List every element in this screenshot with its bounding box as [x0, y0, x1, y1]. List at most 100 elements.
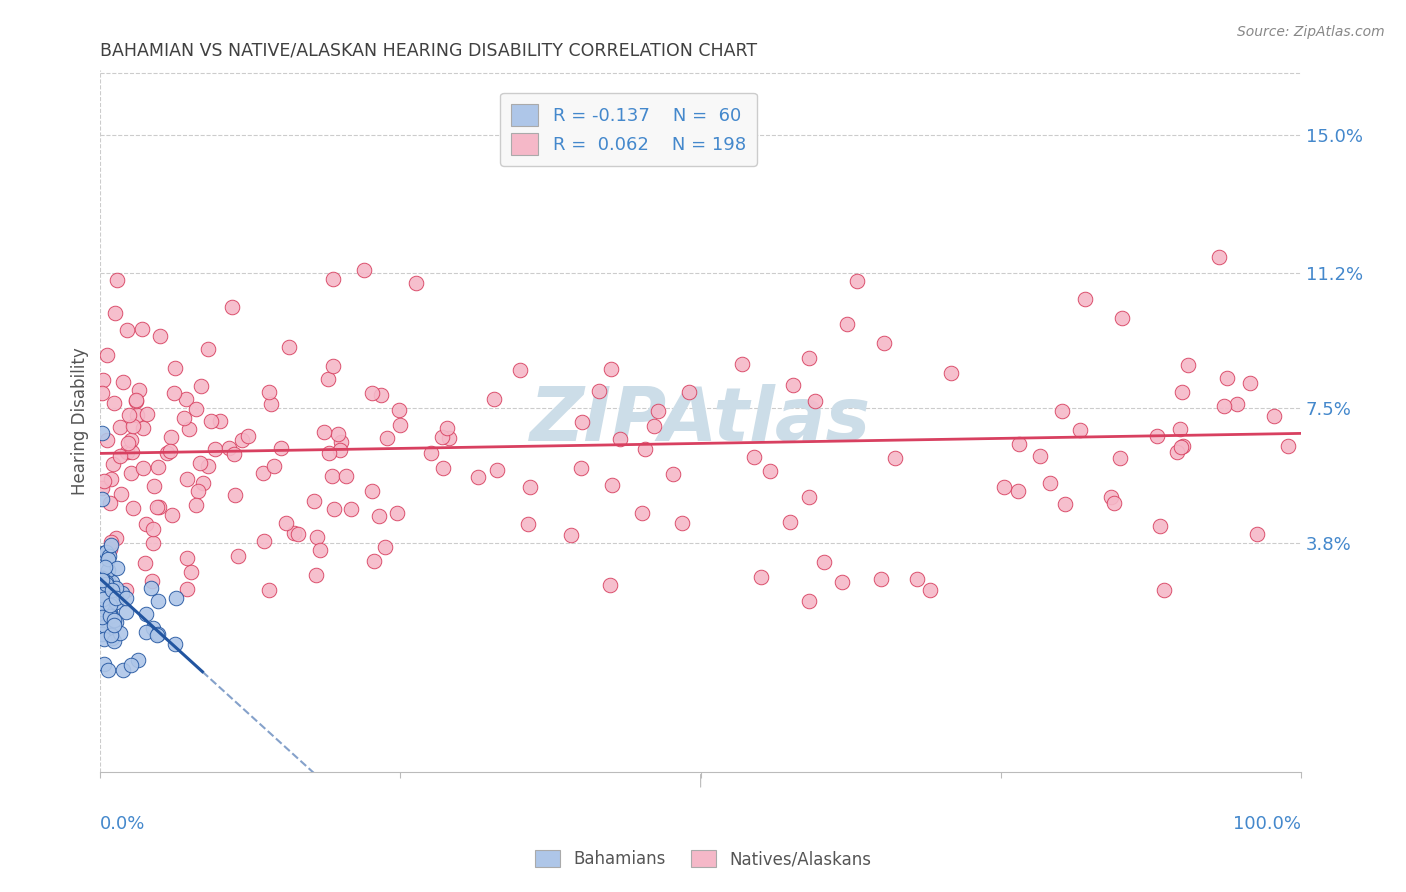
Point: [96, 546, 118, 560]
Point: [1263, 409, 1285, 423]
Point: [260, 397, 283, 411]
Point: [105, 595, 128, 609]
Point: [797, 593, 820, 607]
Text: BAHAMIAN VS NATIVE/ALASKAN HEARING DISABILITY CORRELATION CHART: BAHAMIAN VS NATIVE/ALASKAN HEARING DISAB…: [100, 42, 758, 60]
Point: [283, 526, 305, 541]
Point: [111, 586, 134, 600]
Point: [142, 522, 165, 536]
Point: [1029, 449, 1052, 463]
Point: [165, 637, 187, 651]
Point: [600, 478, 623, 492]
Point: [405, 276, 427, 290]
Point: [869, 572, 891, 586]
Point: [135, 625, 157, 640]
Point: [108, 449, 131, 463]
Point: [105, 273, 128, 287]
Point: [125, 408, 148, 422]
Point: [731, 357, 754, 371]
Point: [287, 527, 309, 541]
Point: [218, 442, 240, 456]
Point: [173, 411, 195, 425]
Point: [93, 618, 115, 632]
Point: [1171, 384, 1194, 399]
Point: [1053, 497, 1076, 511]
Y-axis label: Hearing Disability: Hearing Disability: [72, 347, 89, 494]
Point: [105, 561, 128, 575]
Point: [1052, 404, 1074, 418]
Point: [110, 626, 132, 640]
Point: [678, 385, 700, 400]
Point: [90, 588, 112, 602]
Point: [93, 474, 115, 488]
Point: [1208, 250, 1230, 264]
Point: [419, 446, 441, 460]
Point: [647, 404, 669, 418]
Point: [1099, 490, 1122, 504]
Point: [128, 383, 150, 397]
Point: [103, 395, 125, 409]
Point: [90, 571, 112, 585]
Point: [1239, 376, 1261, 390]
Point: [179, 422, 201, 436]
Point: [176, 551, 198, 566]
Point: [278, 340, 301, 354]
Point: [779, 516, 801, 530]
Point: [165, 591, 187, 605]
Point: [110, 487, 132, 501]
Point: [90, 491, 112, 506]
Point: [609, 432, 631, 446]
Point: [918, 582, 941, 597]
Point: [122, 501, 145, 516]
Point: [148, 500, 170, 515]
Text: ZIPAtlas: ZIPAtlas: [530, 384, 872, 458]
Point: [187, 484, 209, 499]
Point: [148, 594, 170, 608]
Point: [98, 583, 121, 598]
Point: [486, 462, 509, 476]
Point: [329, 443, 352, 458]
Point: [1146, 429, 1168, 443]
Legend: Bahamians, Natives/Alaskans: Bahamians, Natives/Alaskans: [529, 843, 877, 875]
Text: Source: ZipAtlas.com: Source: ZipAtlas.com: [1237, 25, 1385, 39]
Point: [1246, 527, 1268, 541]
Point: [316, 372, 339, 386]
Point: [1069, 424, 1091, 438]
Point: [94, 577, 117, 591]
Point: [146, 500, 169, 515]
Point: [1212, 399, 1234, 413]
Point: [263, 459, 285, 474]
Point: [93, 632, 115, 647]
Point: [91, 597, 114, 611]
Point: [370, 388, 392, 402]
Point: [782, 378, 804, 392]
Point: [98, 542, 121, 557]
Point: [142, 479, 165, 493]
Point: [253, 533, 276, 548]
Point: [321, 469, 343, 483]
Point: [643, 419, 665, 434]
Point: [184, 401, 207, 416]
Point: [813, 554, 835, 568]
Point: [132, 421, 155, 435]
Point: [142, 536, 165, 550]
Point: [115, 445, 138, 459]
Point: [484, 392, 506, 406]
Point: [845, 274, 868, 288]
Point: [98, 549, 121, 563]
Point: [389, 418, 412, 433]
Point: [104, 306, 127, 320]
Point: [110, 419, 132, 434]
Point: [112, 663, 135, 677]
Point: [238, 429, 260, 443]
Point: [96, 433, 118, 447]
Point: [1277, 439, 1299, 453]
Point: [90, 426, 112, 441]
Point: [671, 516, 693, 530]
Point: [905, 572, 928, 586]
Point: [360, 483, 382, 498]
Point: [90, 574, 112, 588]
Point: [90, 627, 112, 641]
Point: [100, 575, 122, 590]
Point: [100, 472, 122, 486]
Point: [125, 392, 148, 407]
